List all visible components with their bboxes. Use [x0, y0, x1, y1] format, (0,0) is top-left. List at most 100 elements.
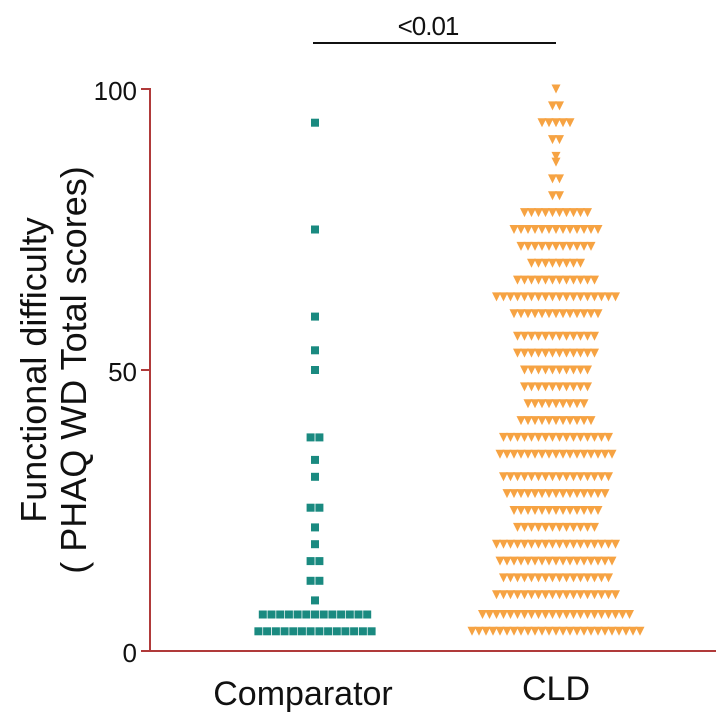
cld-point — [555, 174, 564, 184]
cld-point — [576, 522, 585, 532]
cld-point — [548, 292, 557, 302]
cld-point — [611, 610, 620, 619]
cld-point — [555, 191, 564, 201]
cld-point — [548, 365, 557, 375]
cld-point — [544, 309, 554, 319]
cld-point — [534, 292, 543, 302]
comparator-point — [276, 610, 285, 619]
cld-point — [499, 539, 508, 549]
cld-point — [579, 225, 589, 234]
cld-point — [555, 135, 564, 145]
cld-point — [604, 539, 613, 549]
cld-point — [541, 292, 550, 302]
cld-point — [509, 506, 519, 515]
cld-point — [492, 539, 501, 549]
cld-point — [513, 432, 522, 442]
cld-point — [537, 225, 547, 234]
comparator-point — [258, 610, 267, 619]
cld-point — [516, 489, 526, 499]
cld-point — [590, 292, 599, 302]
cld-point — [530, 626, 540, 636]
cld-point — [516, 626, 526, 636]
cld-point — [579, 309, 589, 319]
comparator-point — [350, 627, 359, 636]
cld-point — [527, 472, 536, 482]
cld-point — [583, 382, 592, 392]
cld-point — [565, 556, 575, 566]
cld-point — [572, 399, 582, 409]
cld-point — [555, 472, 564, 482]
cld-point — [555, 382, 564, 392]
cld-point — [590, 573, 599, 583]
cld-point — [583, 348, 592, 358]
cld-point — [523, 225, 533, 234]
cld-point — [583, 275, 592, 285]
comparator-point — [367, 627, 376, 636]
cld-point — [569, 348, 578, 358]
cld-point — [558, 241, 568, 251]
comparator-point — [280, 627, 289, 636]
cld-point — [593, 626, 603, 636]
cld-point — [520, 539, 529, 549]
cld-point — [513, 573, 522, 583]
cld-point — [551, 556, 561, 566]
cld-point — [551, 241, 561, 251]
cld-point — [534, 365, 543, 375]
comparator-point — [332, 627, 341, 636]
cld-point — [478, 610, 487, 619]
cld-point — [534, 208, 543, 218]
cld-point — [551, 399, 561, 409]
cld-point — [537, 489, 547, 499]
cld-point — [527, 539, 536, 549]
cld-point — [499, 573, 508, 583]
cld-point — [604, 292, 613, 302]
cld-point — [583, 208, 592, 218]
cld-point — [565, 626, 575, 636]
cld-point — [551, 118, 561, 128]
cld-point — [534, 472, 543, 482]
cld-point — [555, 275, 564, 285]
cld-point — [541, 539, 550, 549]
comparator-point — [354, 610, 363, 619]
cld-point — [586, 506, 596, 515]
cld-point — [562, 348, 571, 358]
comparator-point — [306, 557, 315, 566]
cld-point — [576, 331, 585, 341]
cld-point — [537, 506, 547, 515]
cld-point — [565, 309, 575, 319]
comparator-point — [306, 627, 315, 636]
cld-point — [527, 365, 536, 375]
cld-point — [534, 522, 543, 532]
comparator-point — [358, 627, 367, 636]
cld-point — [551, 489, 561, 499]
cld-point — [586, 449, 596, 459]
cld-point — [509, 556, 519, 566]
cld-point — [523, 309, 533, 319]
cld-point — [541, 573, 550, 583]
cld-point — [555, 365, 564, 375]
cld-point — [569, 590, 578, 600]
comparator-point — [284, 610, 293, 619]
cld-point — [544, 241, 554, 251]
cld-point — [544, 416, 554, 426]
cld-point — [527, 432, 536, 442]
cld-point — [541, 208, 550, 218]
cld-point — [492, 292, 501, 302]
cld-point — [520, 590, 529, 600]
cld-point — [523, 241, 533, 251]
cld-point — [590, 275, 599, 285]
cld-point — [516, 416, 526, 426]
cld-point — [548, 539, 557, 549]
cld-point — [485, 610, 494, 619]
cld-point — [551, 151, 561, 161]
cld-point — [520, 365, 529, 375]
cld-point — [569, 382, 578, 392]
cld-point — [572, 241, 582, 251]
cld-point — [537, 309, 547, 319]
cld-point — [576, 258, 585, 268]
cld-point — [576, 573, 585, 583]
cld-point — [600, 489, 610, 499]
cld-point — [558, 489, 568, 499]
cld-point — [548, 135, 557, 145]
cld-point — [555, 590, 564, 600]
